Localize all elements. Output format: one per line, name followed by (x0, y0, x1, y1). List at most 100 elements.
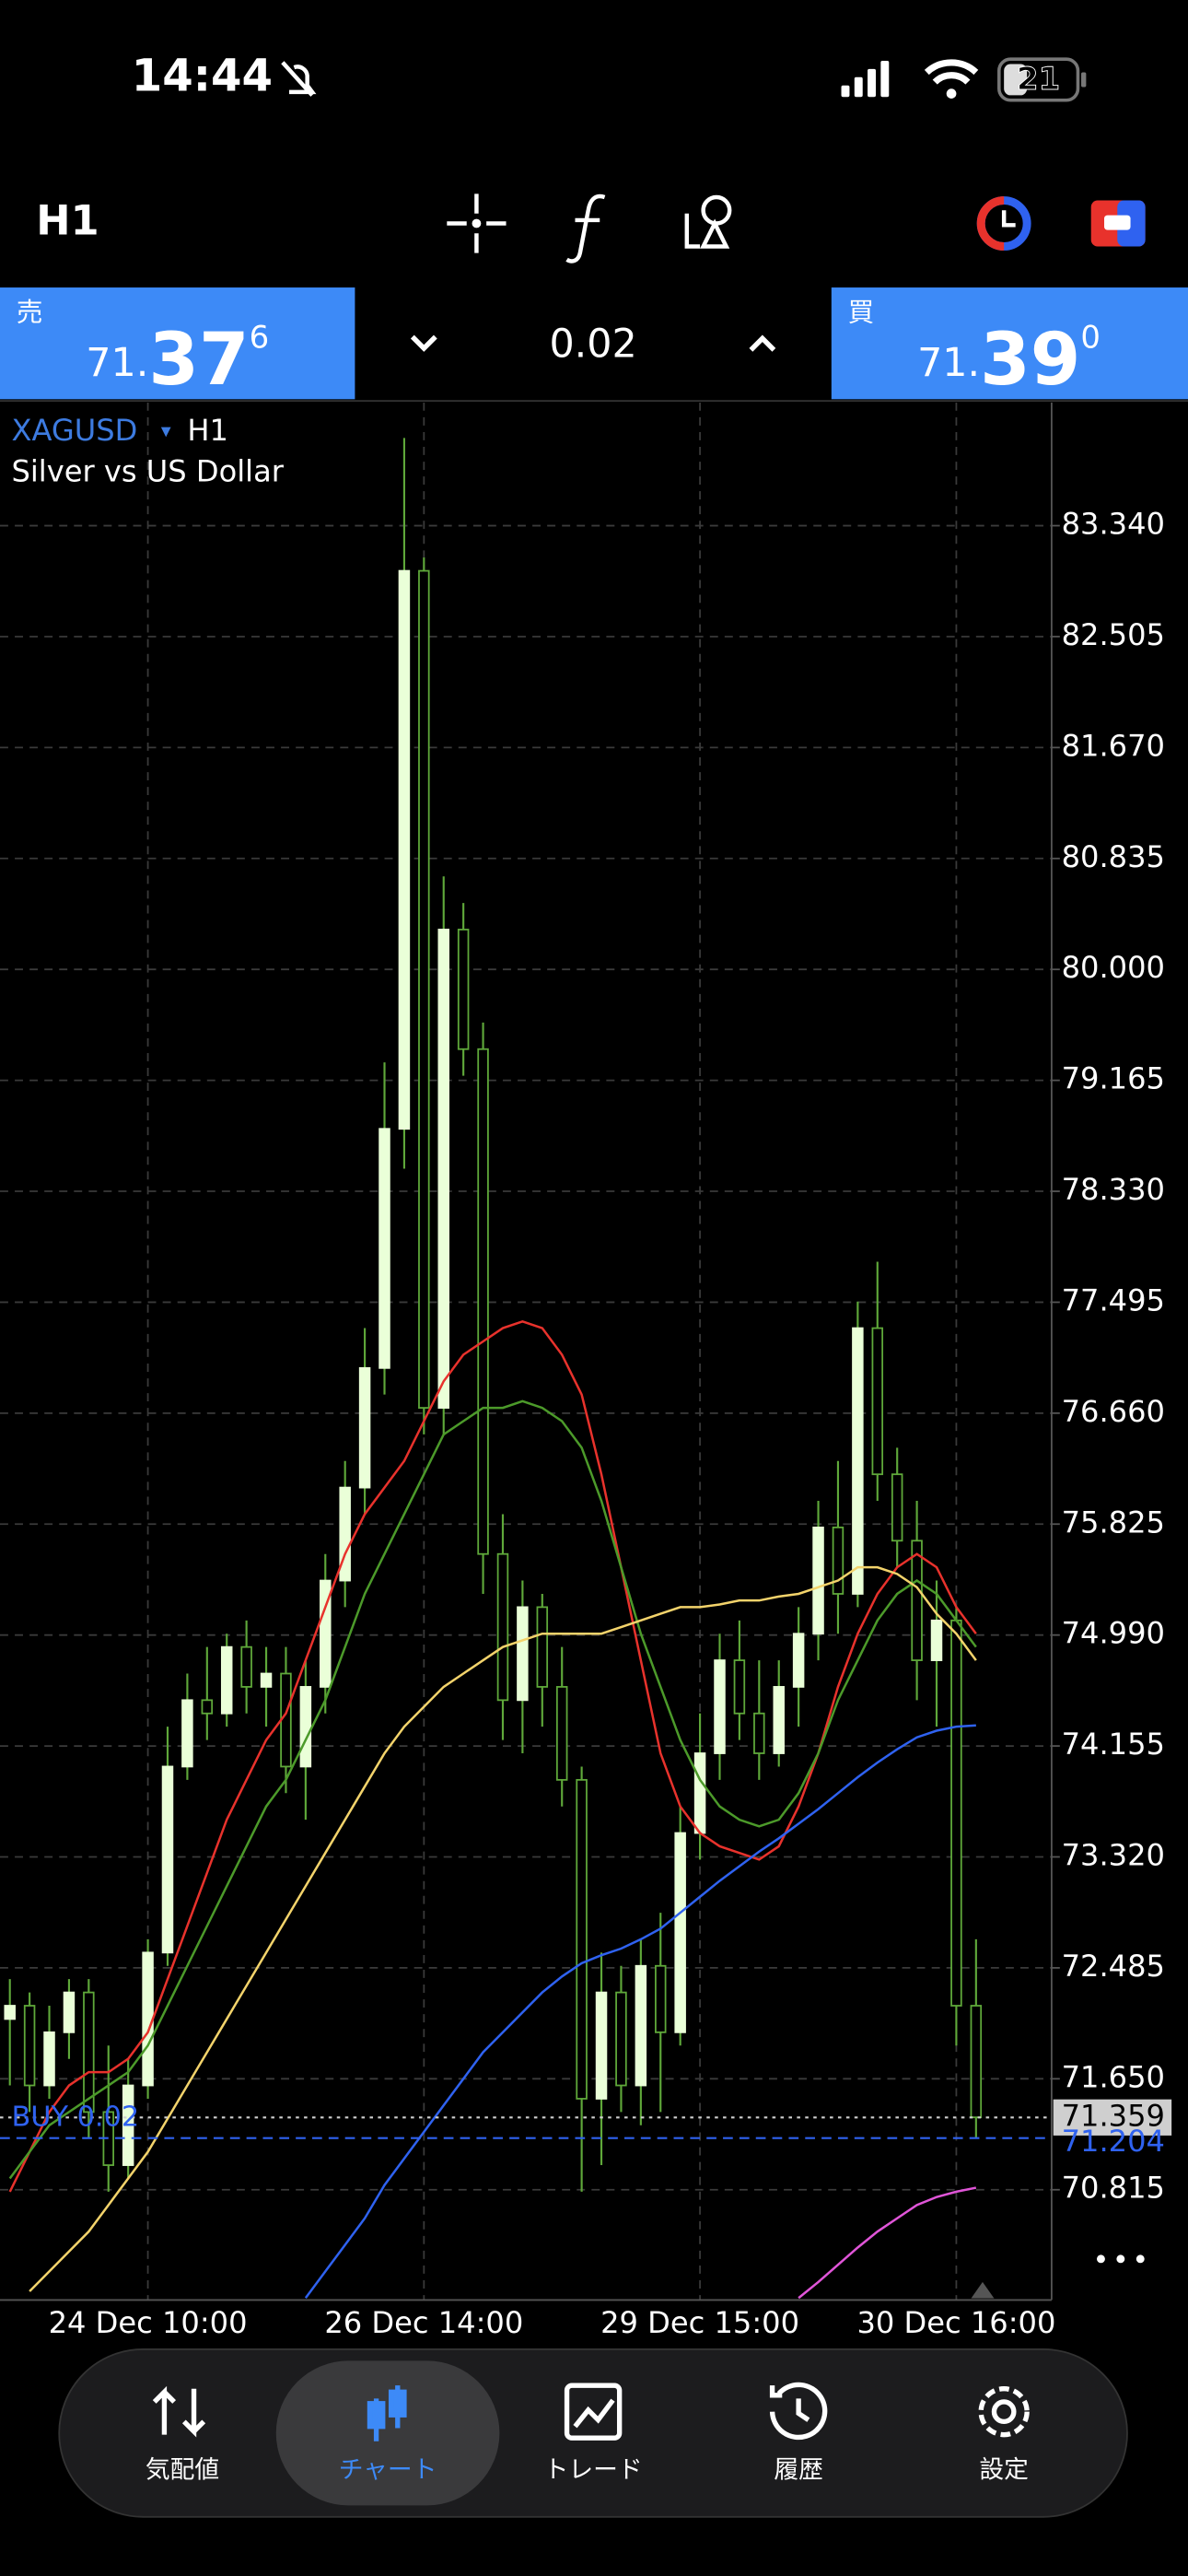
candle-body (358, 1366, 371, 1489)
candle-body (418, 569, 430, 1409)
symbol-description: Silver vs US Dollar (11, 454, 284, 489)
price-sup: 6 (250, 319, 270, 355)
y-tick-label: 83.340 (1062, 507, 1165, 542)
candle-body (201, 1699, 214, 1715)
y-tick-label: 74.990 (1062, 1616, 1165, 1651)
y-tick-label: 70.815 (1062, 2171, 1165, 2206)
scroll-marker (971, 2281, 995, 2299)
y-tick-label: 74.155 (1062, 1727, 1165, 1762)
candle-body (496, 1552, 509, 1702)
tab-icons (152, 2382, 1030, 2441)
status-icons (281, 57, 1087, 102)
candle-body (299, 1686, 312, 1768)
symbol[interactable]: XAGUSD (11, 413, 137, 448)
candle-body (260, 1672, 273, 1688)
y-tick-label: 76.660 (1062, 1394, 1165, 1429)
candle-body (555, 1686, 568, 1781)
moving-average (29, 1565, 977, 2292)
price-line-value: 71.359 (1062, 2098, 1165, 2133)
tab-label[interactable]: 設定 (979, 2455, 1029, 2484)
candle-body (280, 1672, 292, 1768)
price-line-label: BUY 0.02 (11, 2102, 139, 2134)
candle-body (457, 929, 470, 1050)
candle-body (4, 2005, 16, 2020)
status-time: 14:44 (132, 51, 273, 102)
candle-body (832, 1526, 844, 1595)
buy-label: 買 (848, 298, 875, 328)
more-button[interactable] (1096, 2254, 1145, 2264)
price-main: 39 (980, 317, 1080, 402)
toolbar-icons[interactable] (447, 193, 1146, 263)
price-sup: 0 (1080, 319, 1101, 355)
tab-labels: 気配値 チャート トレード 履歴 設定 (146, 2455, 1029, 2484)
candle-body (240, 1645, 252, 1688)
timeframe-button[interactable]: H1 (36, 197, 99, 245)
candle-body (398, 569, 411, 1130)
price-tag (1053, 2099, 1172, 2136)
candle-body (161, 1765, 174, 1954)
y-tick-label: 73.320 (1062, 1838, 1165, 1873)
candle-body (437, 929, 449, 1409)
candle-body (477, 1048, 489, 1555)
volume[interactable]: 0.02 (549, 322, 636, 368)
price-prefix: 71. (917, 339, 980, 385)
plot-area (0, 402, 1052, 2301)
sell-price[interactable]: 71.376 (86, 317, 269, 402)
candle-body (595, 1991, 608, 2100)
candle-body (852, 1327, 864, 1595)
y-tick-label: 82.505 (1062, 617, 1165, 652)
y-tick-label: 78.330 (1062, 1172, 1165, 1207)
moving-average (304, 1724, 976, 2300)
candle-body (970, 2005, 983, 2119)
candle-body (911, 1540, 923, 1661)
candle-body (792, 1633, 805, 1688)
x-tick-label: 24 Dec 10:00 (49, 2305, 248, 2340)
candle-body (339, 1486, 351, 1582)
y-tick-label: 75.825 (1062, 1505, 1165, 1540)
y-tick-label: 80.835 (1062, 839, 1165, 874)
candle-body (655, 1964, 667, 2033)
sell-label: 売 (17, 298, 43, 328)
x-tick-label: 30 Dec 16:00 (856, 2305, 1055, 2340)
moving-average (8, 1320, 977, 2193)
moving-average (798, 2186, 977, 2300)
candle-body (536, 1606, 549, 1688)
candle-body (871, 1327, 884, 1476)
volume-steppers[interactable] (410, 334, 776, 352)
tab-selected (275, 2360, 500, 2506)
buy-price[interactable]: 71.390 (917, 317, 1101, 402)
tab-label[interactable]: 履歴 (774, 2455, 823, 2484)
candle-body (63, 1991, 76, 2033)
chart-timeframe: H1 (187, 413, 228, 448)
candle-body (950, 1619, 962, 2007)
moving-average (8, 1399, 977, 2180)
sell-button[interactable] (0, 287, 355, 400)
candle-body (122, 2084, 134, 2166)
buy-button[interactable] (831, 287, 1188, 400)
candle-body (142, 1951, 154, 2087)
tab-label[interactable]: トレード (544, 2455, 643, 2484)
candle-body (23, 2005, 36, 2087)
y-tick-label: 71.650 (1062, 2059, 1165, 2094)
candle-body (635, 1964, 647, 2087)
candle-body (891, 1473, 903, 1542)
symbol-caret (160, 427, 171, 438)
candle-body (181, 1699, 193, 1768)
candle-body (930, 1619, 943, 1661)
candle-body (693, 1752, 706, 1834)
candle-body (379, 1128, 390, 1369)
candle-body (517, 1606, 529, 1702)
x-tick-label: 26 Dec 14:00 (324, 2305, 523, 2340)
tab-label[interactable]: チャート (339, 2455, 437, 2484)
price-main: 37 (148, 317, 249, 402)
candle-body (753, 1712, 765, 1754)
price-prefix: 71. (86, 339, 148, 385)
candle-body (43, 2031, 55, 2087)
tab-label[interactable]: 気配値 (146, 2455, 219, 2484)
price-line-value: 71.204 (1062, 2124, 1165, 2159)
candle-body (615, 1991, 627, 2087)
candle-body (576, 1778, 588, 2100)
y-tick-label: 77.495 (1062, 1282, 1165, 1317)
